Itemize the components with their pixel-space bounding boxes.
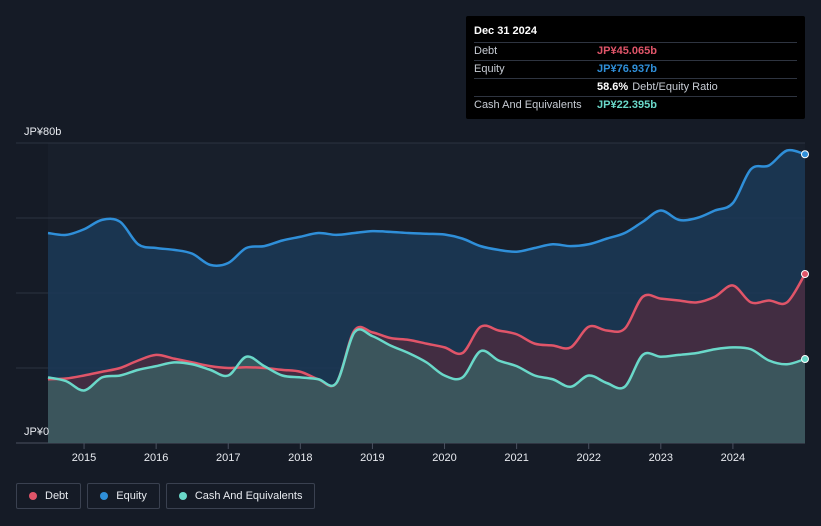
- legend: Debt Equity Cash And Equivalents: [16, 483, 316, 509]
- line-debt: [47, 273, 807, 388]
- series-areas: [48, 150, 805, 443]
- tooltip-cash-label: Cash And Equivalents: [474, 99, 582, 111]
- tooltip-ratio-label: [474, 79, 597, 96]
- y-tick-label: JP¥80b: [24, 126, 61, 138]
- marker-cash: [801, 355, 809, 364]
- axes: JP¥80b JP¥0 2015 2016 2017 2018 2019 2020 2021 20…: [24, 126, 745, 464]
- marker-debt: [801, 270, 809, 279]
- tooltip-row-debt: Debt JP¥45.065b: [474, 42, 797, 60]
- x-tick-label: 2015: [72, 452, 96, 464]
- tooltip-row-ratio: 58.6% Debt/Equity Ratio: [474, 78, 797, 96]
- tooltip-ratio-extra: Debt/Equity Ratio: [632, 81, 718, 93]
- marker-equity: [801, 150, 809, 159]
- x-tick-label: 2016: [144, 452, 168, 464]
- area-cash: [48, 329, 805, 443]
- tooltip-debt-value: JP¥45.065b: [597, 45, 657, 57]
- tooltip-cash-value: JP¥22.395b: [597, 99, 657, 111]
- x-tick-label: 2019: [360, 452, 384, 464]
- legend-label-equity: Equity: [116, 490, 147, 502]
- tooltip-debt-label: Debt: [474, 45, 498, 57]
- x-tick-label: 2020: [432, 452, 456, 464]
- legend-item-equity[interactable]: Equity: [87, 483, 160, 509]
- x-tick-label: 2018: [288, 452, 312, 464]
- line-equity: [47, 148, 806, 267]
- tooltip-ratio-value: 58.6%: [597, 81, 629, 93]
- end-markers: [801, 150, 809, 364]
- x-tick-label: 2024: [721, 452, 745, 464]
- legend-item-debt[interactable]: Debt: [16, 483, 82, 509]
- tooltip-equity-label: Equity: [474, 63, 505, 75]
- x-tick-label: 2021: [504, 452, 528, 464]
- line-cash: [47, 328, 806, 392]
- x-tick-label: 2017: [216, 452, 240, 464]
- y-tick-label: JP¥0: [24, 426, 49, 438]
- x-tick-label: 2023: [649, 452, 673, 464]
- x-tick-label: 2022: [576, 452, 600, 464]
- legend-label-cash: Cash And Equivalents: [194, 490, 303, 502]
- legend-item-cash[interactable]: Cash And Equivalents: [165, 483, 316, 509]
- tooltip-row-equity: Equity JP¥76.937b: [474, 60, 797, 78]
- tooltip-row-cash: Cash And Equivalents JP¥22.395b: [474, 96, 797, 114]
- legend-dot-debt: [29, 492, 37, 500]
- tooltip-equity-value: JP¥76.937b: [597, 63, 657, 75]
- tooltip: Dec 31 2024 Debt JP¥45.065b Equity JP¥76…: [466, 16, 805, 119]
- legend-dot-cash: [178, 492, 187, 500]
- legend-dot-equity: [100, 492, 109, 500]
- tooltip-date: Dec 31 2024: [474, 25, 537, 37]
- series-lines: [47, 148, 807, 392]
- legend-label-debt: Debt: [45, 490, 69, 502]
